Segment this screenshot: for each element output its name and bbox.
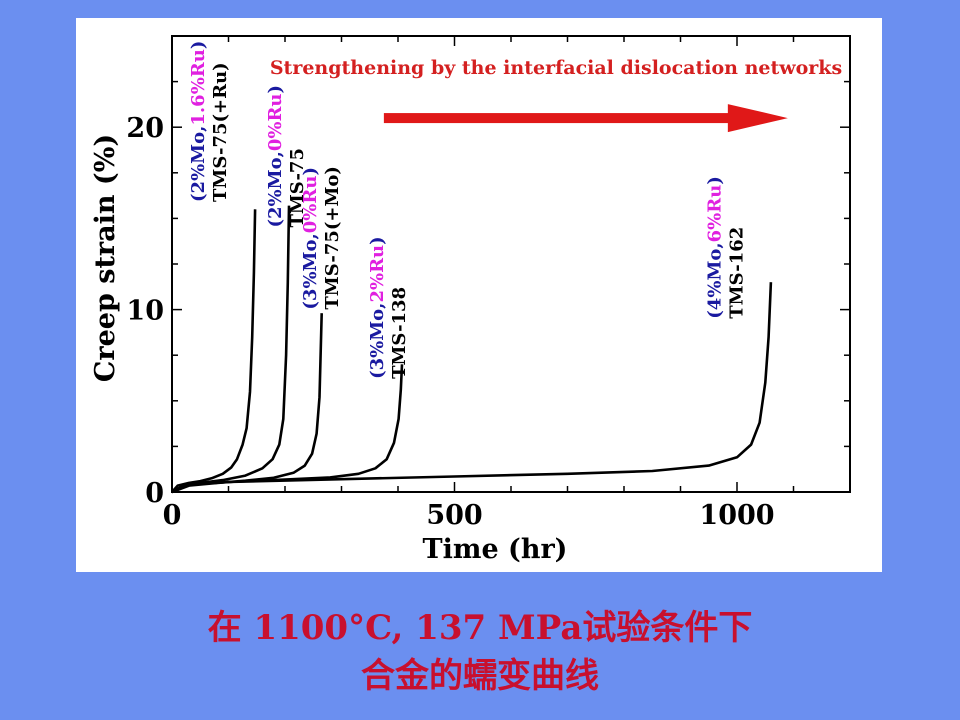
curve-label-3: TMS-138(3%Mo,2%Ru) [367,236,410,379]
curve-name-1: TMS-75 [287,148,308,228]
curve-composition-4: (4%Mo,6%Ru) [705,176,726,319]
creep-curve-3 [171,364,404,494]
curve-name-0: TMS-75(+Ru) [210,62,231,202]
curve-composition-2: (3%Mo,0%Ru) [300,167,321,310]
x-tick-label: 500 [426,500,482,531]
creep-curve-2 [171,313,323,494]
creep-curve-1 [171,205,291,494]
curve-label-2: TMS-75(+Mo)(3%Mo,0%Ru) [300,166,343,310]
curve-name-3: TMS-138 [389,287,410,379]
y-tick-label: 10 [126,296,164,327]
chart-panel: 0 500 1000 0 10 20 Time (hr) Creep strain (%) St… [76,18,882,572]
creep-curve-0 [171,209,257,493]
creep-curve-4 [171,282,773,494]
annotation-arrow-head [727,104,788,133]
caption-line-2: 合金的蠕变曲线 [361,656,599,696]
annotation-arrow-shaft [383,113,740,124]
curve-composition-1: (2%Mo,0%Ru) [265,85,286,228]
annotation-text: Strengthening by the interfacial disloca… [270,57,842,79]
curve-composition-0: (2%Mo,1.6%Ru) [188,41,209,202]
caption-line-1: 在 1100°C, 137 MPa试验条件下 [207,608,753,648]
curve-label-1: TMS-75(2%Mo,0%Ru) [265,85,308,228]
y-tick-label: 20 [126,113,164,144]
curve-label-4: TMS-162(4%Mo,6%Ru) [705,176,748,319]
curve-label-0: TMS-75(+Ru)(2%Mo,1.6%Ru) [188,41,231,202]
curve-name-4: TMS-162 [727,227,748,319]
x-tick-label: 1000 [699,500,774,531]
curve-name-2: TMS-75(+Mo) [322,166,343,310]
x-axis-label: Time (hr) [423,534,568,565]
creep-chart: 0 500 1000 0 10 20 Time (hr) Creep strain (%) St… [90,35,851,565]
x-tick-label: 0 [163,500,182,531]
y-axis-label: Creep strain (%) [90,134,121,382]
curve-composition-3: (3%Mo,2%Ru) [367,236,388,379]
y-tick-label: 0 [145,478,164,509]
